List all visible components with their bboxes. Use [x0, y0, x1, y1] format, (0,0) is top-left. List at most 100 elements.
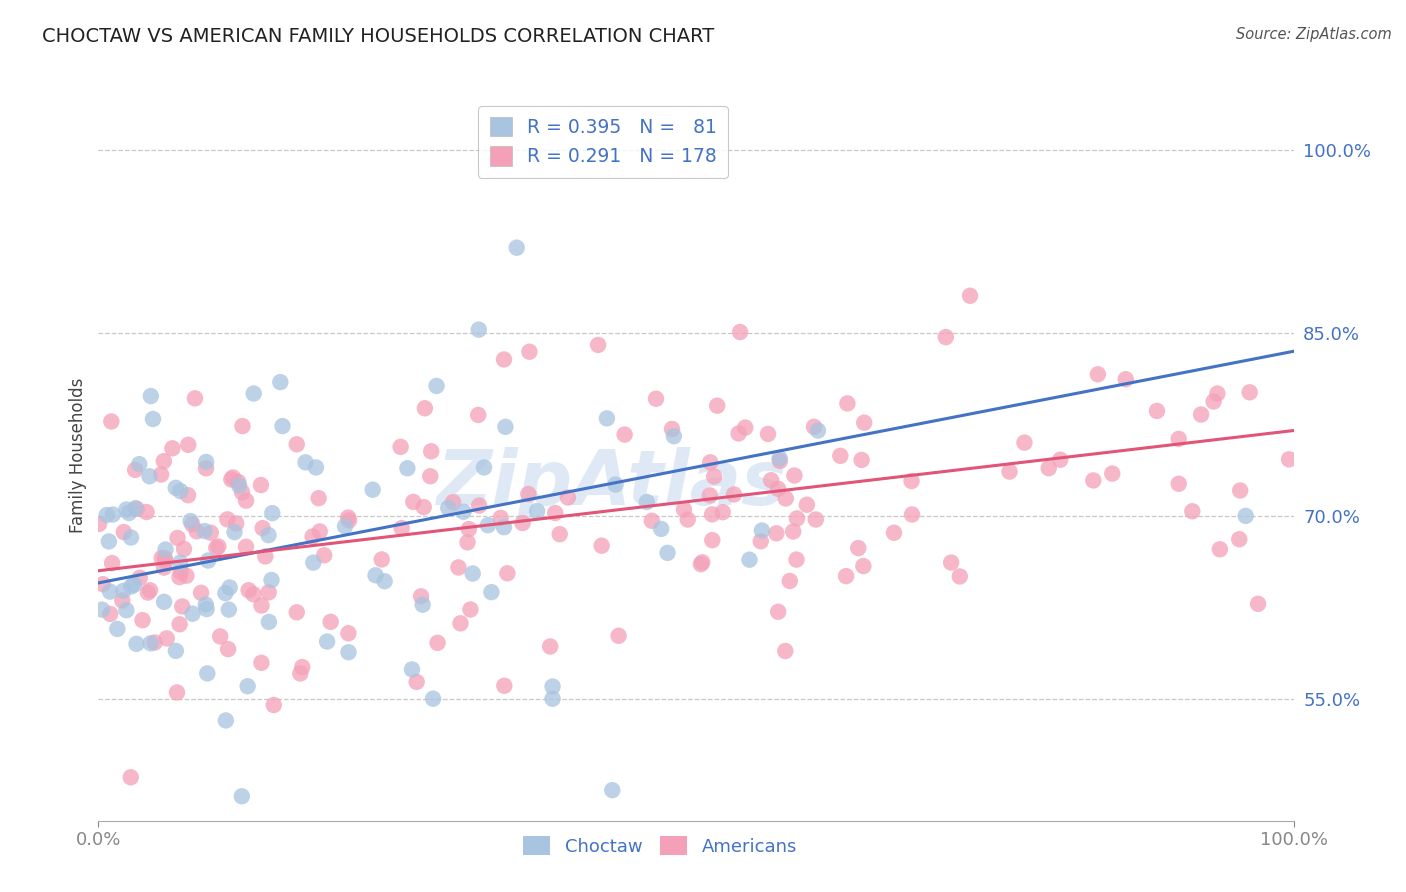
Point — [1087, 368, 1109, 382]
Point — [291, 660, 314, 674]
Point — [170, 565, 193, 579]
Point — [217, 512, 239, 526]
Point — [412, 500, 434, 514]
Point — [853, 416, 876, 430]
Point — [271, 419, 294, 434]
Point — [506, 241, 529, 255]
Point — [837, 396, 859, 410]
Point — [689, 557, 711, 571]
Point — [492, 520, 515, 534]
Point — [706, 399, 728, 413]
Point — [460, 602, 482, 616]
Point — [641, 514, 664, 528]
Point — [759, 473, 782, 487]
Point — [803, 419, 825, 434]
Point — [420, 444, 443, 458]
Point — [472, 460, 495, 475]
Point — [450, 616, 472, 631]
Point — [197, 553, 219, 567]
Point — [162, 442, 184, 456]
Point — [596, 411, 619, 425]
Point — [150, 551, 173, 566]
Point — [723, 487, 745, 501]
Point — [1247, 597, 1270, 611]
Y-axis label: Family Households: Family Households — [69, 377, 87, 533]
Point — [235, 540, 257, 554]
Point — [125, 501, 148, 516]
Point — [173, 541, 195, 556]
Point — [1014, 435, 1036, 450]
Point — [112, 583, 135, 598]
Point — [105, 622, 128, 636]
Point — [228, 478, 250, 492]
Point — [285, 605, 308, 619]
Point — [238, 583, 260, 598]
Point — [224, 525, 246, 540]
Point — [779, 574, 801, 588]
Point — [661, 422, 683, 436]
Point — [153, 454, 176, 468]
Point — [169, 570, 191, 584]
Point — [194, 598, 217, 612]
Point — [738, 552, 761, 566]
Point — [242, 386, 264, 401]
Point — [650, 522, 672, 536]
Point — [262, 506, 284, 520]
Point — [195, 666, 218, 681]
Point — [118, 506, 141, 520]
Point — [830, 449, 852, 463]
Point — [236, 679, 259, 693]
Point — [749, 534, 772, 549]
Point — [396, 461, 419, 475]
Point — [657, 546, 679, 560]
Point — [195, 461, 218, 475]
Point — [91, 602, 114, 616]
Point — [131, 613, 153, 627]
Point — [711, 505, 734, 519]
Point — [496, 566, 519, 581]
Point — [231, 485, 253, 500]
Point — [257, 585, 280, 599]
Point — [257, 528, 280, 542]
Point — [1049, 452, 1071, 467]
Point — [672, 502, 695, 516]
Point — [139, 636, 162, 650]
Point — [468, 499, 491, 513]
Point — [235, 493, 257, 508]
Point — [260, 573, 283, 587]
Point — [783, 468, 806, 483]
Point — [526, 504, 548, 518]
Point — [453, 505, 475, 519]
Point — [939, 556, 962, 570]
Point — [477, 518, 499, 533]
Point — [153, 551, 176, 566]
Point — [136, 585, 159, 599]
Point — [184, 392, 207, 406]
Point — [218, 581, 240, 595]
Point — [101, 556, 124, 570]
Point — [374, 574, 396, 589]
Point — [314, 548, 336, 562]
Point — [804, 512, 827, 526]
Point — [1278, 452, 1301, 467]
Point — [186, 524, 208, 539]
Point — [959, 289, 981, 303]
Point — [1101, 467, 1123, 481]
Point — [305, 460, 328, 475]
Point — [337, 510, 360, 524]
Point — [214, 586, 236, 600]
Point — [128, 457, 150, 471]
Point — [101, 508, 124, 522]
Point — [285, 437, 308, 451]
Point — [591, 539, 613, 553]
Point — [120, 770, 142, 784]
Point — [422, 691, 444, 706]
Point — [225, 516, 247, 531]
Point — [98, 607, 121, 621]
Point — [100, 414, 122, 428]
Point — [1234, 508, 1257, 523]
Point — [294, 455, 316, 469]
Point — [409, 590, 432, 604]
Point — [401, 662, 423, 676]
Point — [541, 680, 564, 694]
